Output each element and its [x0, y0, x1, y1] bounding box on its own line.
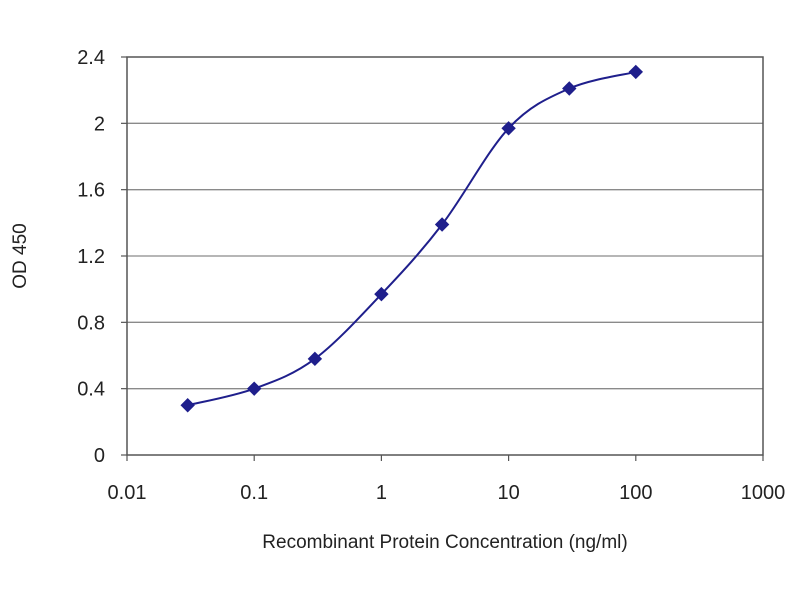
x-tick-label: 0.1 [240, 482, 268, 504]
y-tick-label: 2 [94, 113, 105, 135]
y-tick-label: 0.8 [77, 312, 105, 334]
data-point [562, 81, 577, 96]
data-point [374, 286, 389, 302]
data-point [628, 64, 644, 80]
data-point [246, 381, 262, 396]
grid [127, 122, 763, 390]
y-axis: 0 0.4 0.8 1.2 1.6 2 2.4 [77, 47, 127, 467]
x-axis-title: Recombinant Protein Concentration (ng/ml… [262, 532, 627, 553]
y-tick-label: 0 [94, 445, 105, 467]
data-point [434, 217, 450, 232]
data-point [307, 351, 323, 367]
y-tick-label: 0.4 [77, 379, 105, 401]
x-tick-label: 0.01 [108, 482, 147, 504]
x-tick-label: 10 [497, 482, 519, 504]
series [180, 64, 644, 413]
y-tick-label: 2.4 [77, 47, 105, 69]
x-tick-label: 100 [619, 482, 652, 504]
x-axis: 0.01 0.1 1 10 100 1000 [108, 455, 786, 504]
data-point [180, 398, 195, 413]
y-tick-label: 1.6 [77, 180, 105, 202]
x-tick-label: 1000 [741, 482, 786, 504]
y-tick-label: 1.2 [77, 246, 105, 268]
x-tick-label: 1 [376, 482, 387, 504]
y-axis-title: OD 450 [10, 223, 31, 288]
series-line [187, 70, 637, 407]
data-point [501, 121, 516, 136]
